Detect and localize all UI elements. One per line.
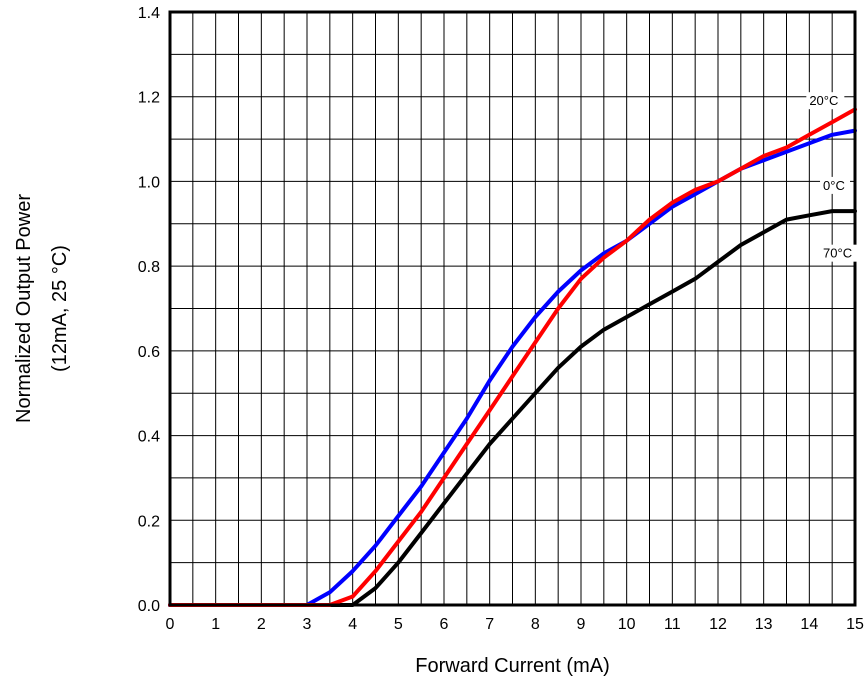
- series-lines: [168, 107, 857, 607]
- x-tick-label: 8: [531, 616, 540, 633]
- series-line-70Cc: [168, 209, 857, 607]
- x-tick-label: 15: [846, 616, 864, 633]
- y-tick-label: 1.2: [138, 90, 160, 107]
- plot-frame: [168, 10, 857, 607]
- series-label: 0°C: [823, 178, 845, 193]
- y-tick-label: 0.0: [138, 598, 160, 615]
- x-tick-label: 12: [709, 616, 727, 633]
- x-tick-label: 10: [618, 616, 636, 633]
- x-tick-labels: 0 1 2 3 4 5 6 7 8 9 10 11 12 13 14 15: [166, 616, 864, 633]
- y-tick-label: 0.2: [138, 513, 160, 530]
- y-tick-labels: 0.0 0.2 0.4 0.6 0.8 1.0 1.2 1.4: [138, 5, 160, 615]
- x-axis-title: Forward Current (mA): [415, 655, 609, 677]
- grid: [170, 12, 855, 605]
- series-label: 20°C: [809, 93, 838, 108]
- x-tick-label: 6: [440, 616, 449, 633]
- x-tick-label: 3: [303, 616, 312, 633]
- series-label-bg: [820, 176, 851, 194]
- x-tick-label: 7: [485, 616, 494, 633]
- y-tick-label: 0.4: [138, 429, 160, 446]
- series-label-bg: [820, 244, 859, 262]
- x-tick-label: 4: [348, 616, 357, 633]
- y-tick-label: 0.8: [138, 259, 160, 276]
- x-tick-label: 14: [800, 616, 818, 633]
- y-tick-label: 1.4: [138, 5, 160, 22]
- x-tick-label: 11: [664, 616, 681, 633]
- x-tick-label: 1: [211, 616, 220, 633]
- x-tick-label: 9: [577, 616, 586, 633]
- series-label: 70°C: [823, 246, 852, 261]
- series-label-bg: [806, 92, 845, 110]
- y-axis-title-line2: (12mA, 25 °C): [49, 245, 71, 372]
- x-tick-label: 0: [166, 616, 175, 633]
- series-labels: 20°C 0°C 70°C: [806, 92, 859, 262]
- series-line-0Cc: [168, 128, 857, 607]
- x-tick-label: 13: [755, 616, 773, 633]
- x-tick-label: 5: [394, 616, 403, 633]
- series-line-20Cc: [168, 107, 857, 607]
- y-axis-title-line1: Normalized Output Power: [13, 194, 35, 423]
- x-tick-label: 2: [257, 616, 266, 633]
- y-tick-label: 0.6: [138, 344, 160, 361]
- y-tick-label: 1.0: [138, 174, 160, 191]
